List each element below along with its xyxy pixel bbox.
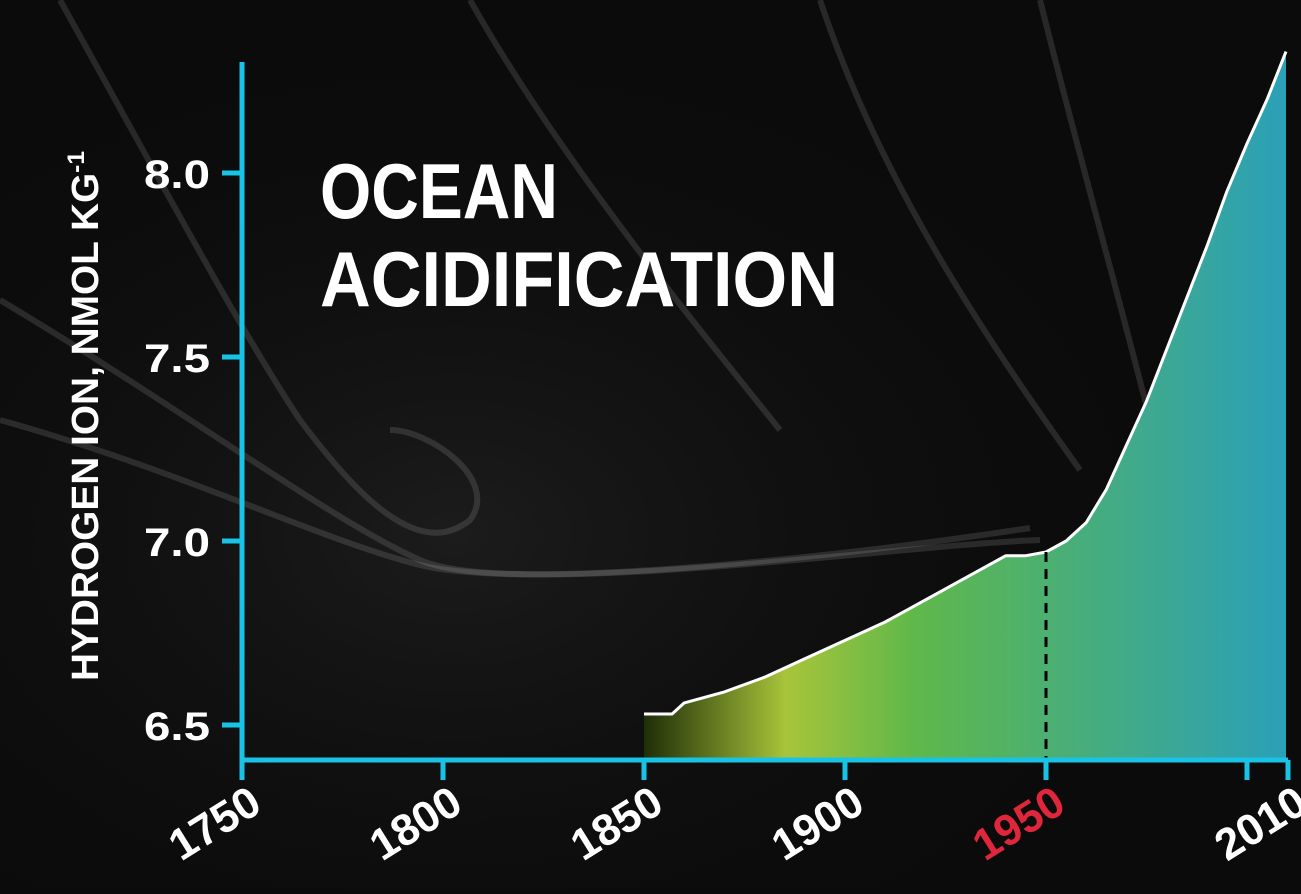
data-point: [1186, 298, 1187, 299]
data-point: [1086, 522, 1087, 523]
data-point: [724, 691, 725, 692]
y-tick-label: 6.5: [144, 705, 210, 749]
y-tick-label: 8.0: [144, 153, 210, 197]
data-point: [1066, 541, 1067, 542]
data-point: [1267, 99, 1268, 100]
data-point: [925, 599, 926, 600]
data-point: [1025, 555, 1026, 556]
plot-area: [644, 51, 1288, 761]
data-area: [644, 51, 1286, 761]
data-point: [885, 621, 886, 622]
background-lane: [467, 0, 783, 432]
data-point: [1005, 555, 1006, 556]
background-lane: [817, 0, 1083, 472]
background-lane: [0, 297, 1041, 578]
data-point: [804, 658, 805, 659]
data-line: [644, 51, 1288, 716]
y-tick-label: 7.0: [144, 521, 210, 565]
data-point: [684, 702, 685, 703]
data-point: [1206, 246, 1207, 247]
data-point: [1146, 401, 1147, 402]
data-point: [764, 677, 765, 678]
data-point: [1226, 191, 1227, 192]
background-lane: [1037, 0, 1153, 421]
background-lane: [297, 418, 481, 536]
data-point: [1247, 143, 1248, 144]
data-point: [672, 713, 673, 714]
labels: OCEAN ACIDIFICATION HYDROGEN ION, NMOL K…: [63, 147, 838, 681]
y-axis-label-superscript: -1: [63, 151, 90, 173]
data-point: [965, 577, 966, 578]
y-axis-label: HYDROGEN ION, NMOL KG-1: [63, 151, 107, 681]
data-point: [845, 640, 846, 641]
data-point: [1166, 349, 1167, 350]
background-lane: [0, 417, 1031, 578]
chart-title-line2: ACIDIFICATION: [320, 235, 838, 323]
y-tick-label: 7.5: [144, 337, 210, 381]
data-point: [1286, 51, 1287, 52]
data-point: [644, 713, 645, 714]
background-lane: [57, 0, 303, 422]
data-point: [1106, 489, 1107, 490]
chart-title-line1: OCEAN: [320, 147, 558, 235]
data-point: [1126, 445, 1127, 446]
y-axis-label-text: HYDROGEN ION, NMOL KG: [65, 173, 107, 681]
